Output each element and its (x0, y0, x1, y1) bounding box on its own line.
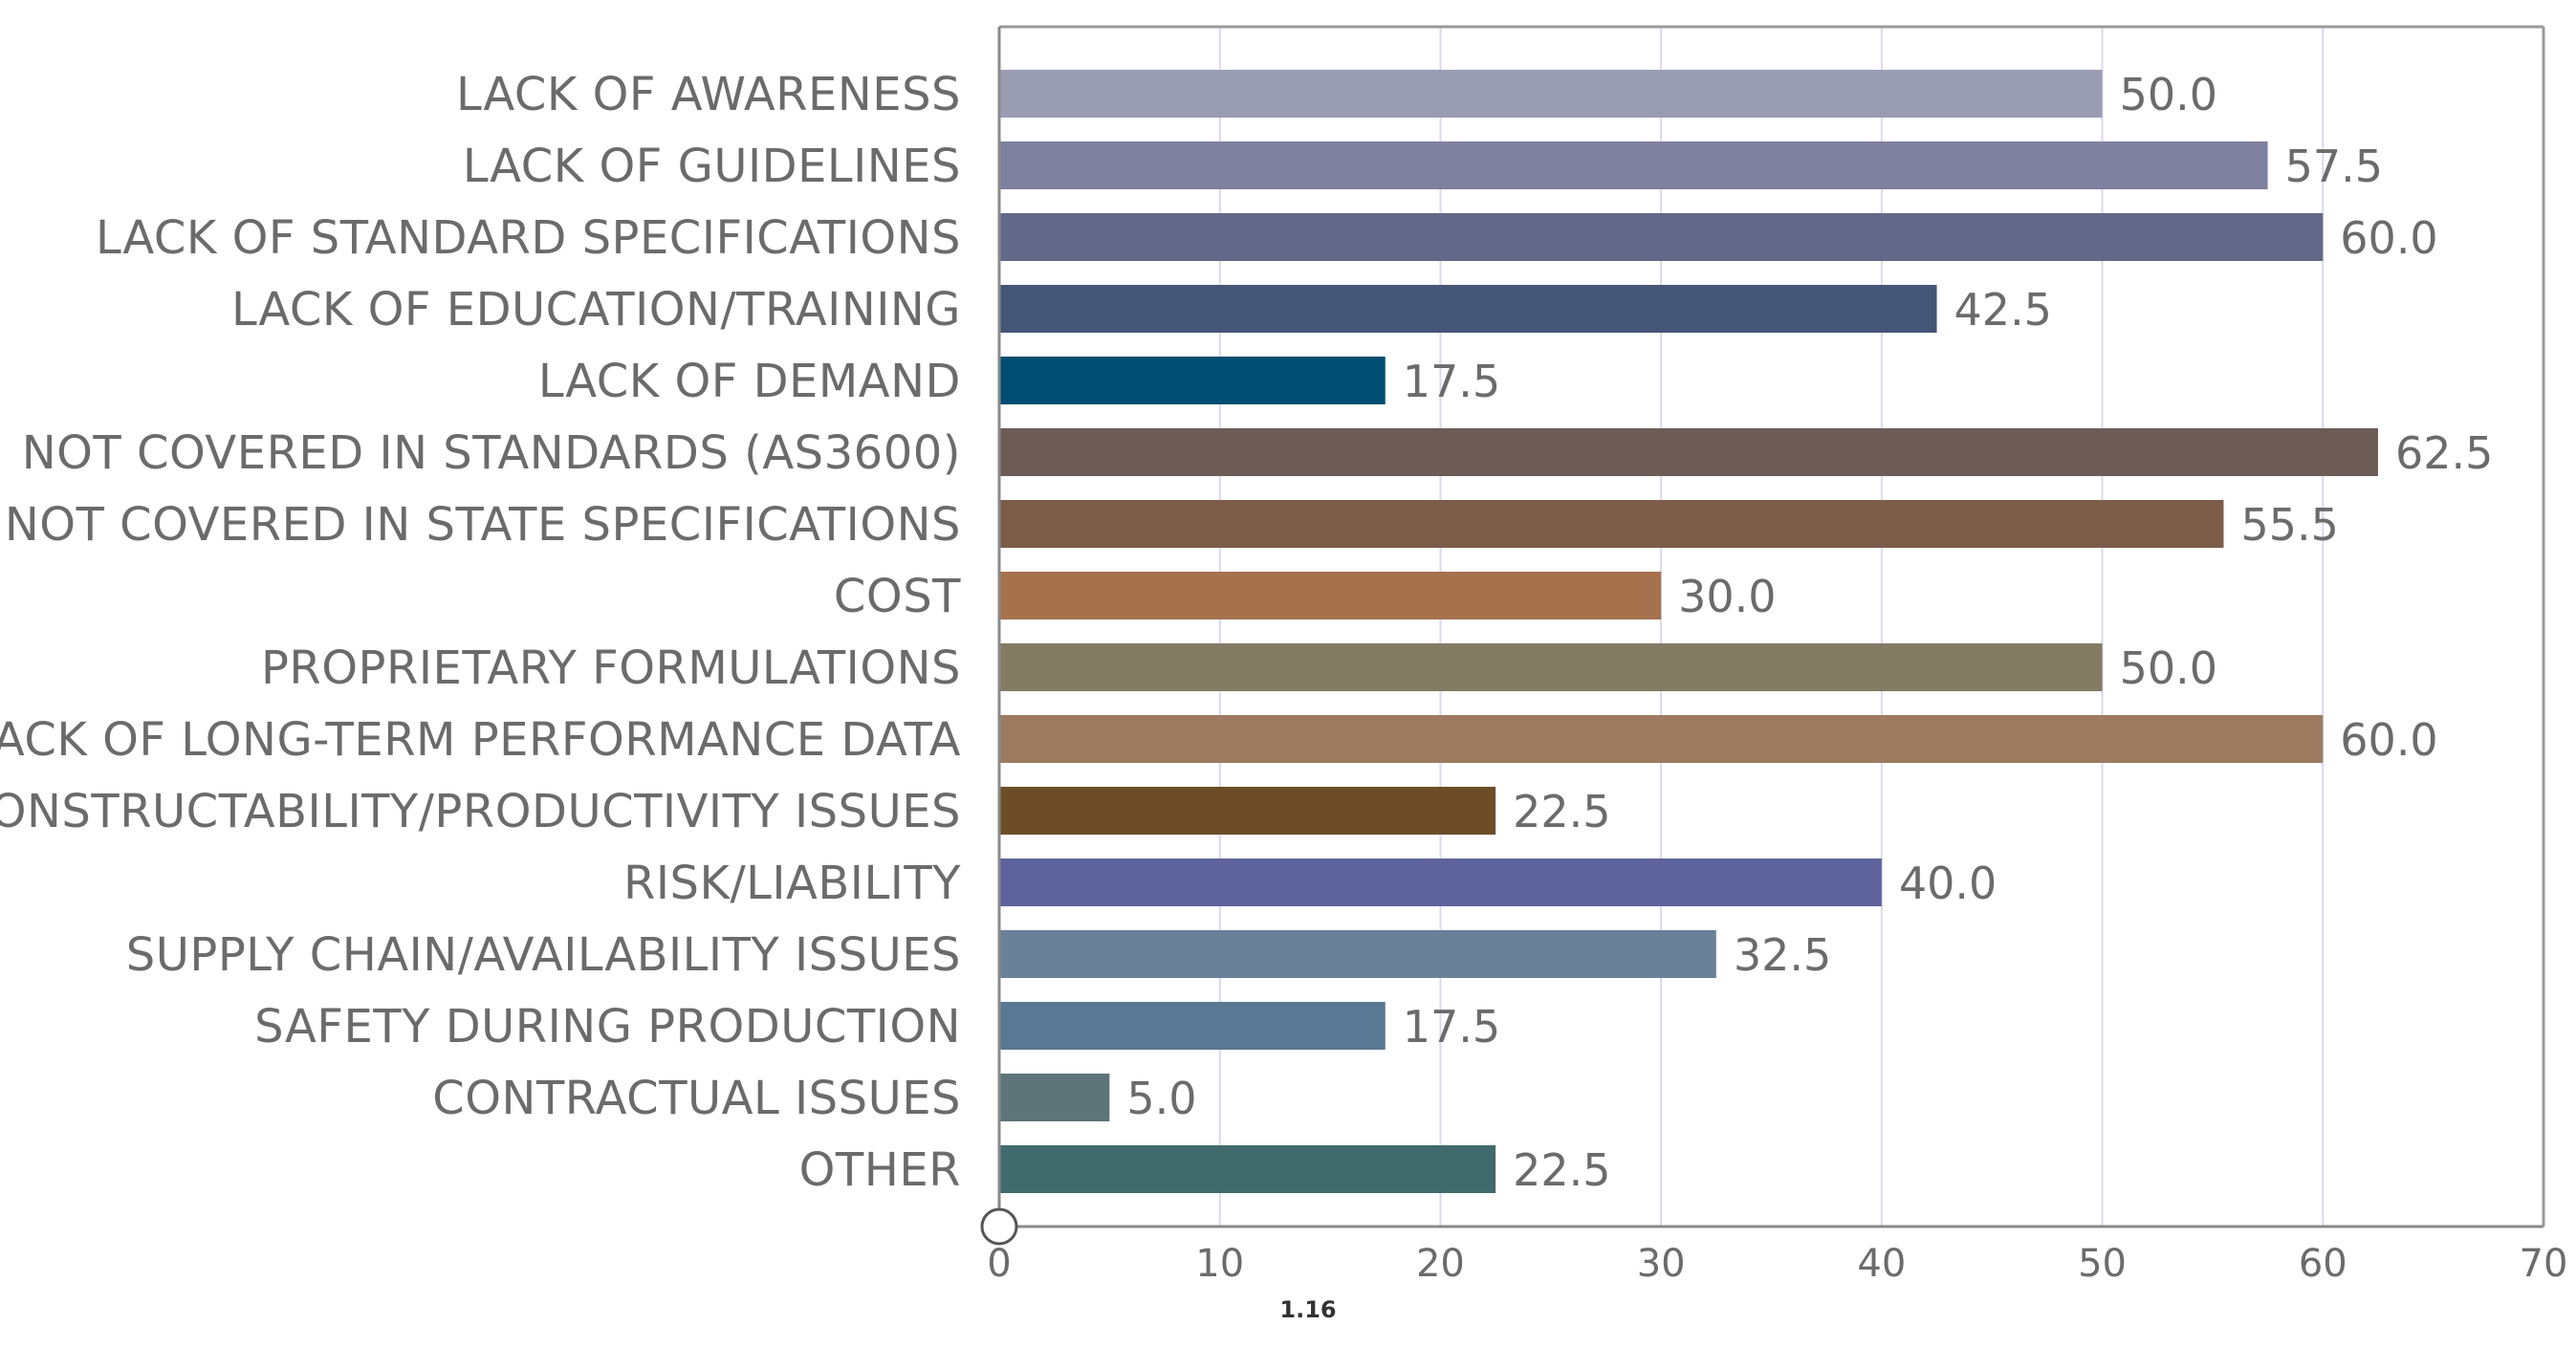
category-label: NOT COVERED IN STANDARDS (AS3600) (22, 426, 961, 480)
category-label: LACK OF AWARENESS (456, 68, 961, 121)
x-tick-label: 50 (2078, 1242, 2127, 1286)
value-label: 62.5 (2395, 427, 2493, 479)
bar (1000, 285, 1937, 333)
bar (1000, 141, 2268, 189)
bar (1000, 213, 2324, 261)
category-label: LACK OF STANDARD SPECIFICATIONS (96, 211, 961, 265)
value-label: 5.0 (1126, 1073, 1196, 1124)
category-label: COST (834, 570, 961, 623)
x-tick-label: 0 (987, 1242, 1011, 1286)
bars (1000, 70, 2378, 1193)
bar (1000, 643, 2103, 691)
value-label: 40.0 (1899, 858, 1997, 909)
category-label: SUPPLY CHAIN/AVAILABILITY ISSUES (126, 928, 961, 982)
value-label: 22.5 (1513, 1144, 1610, 1196)
bar (1000, 1145, 1496, 1193)
footnote-label: 1.16 (1279, 1296, 1336, 1323)
value-label: 50.0 (2120, 642, 2217, 694)
value-label: 32.5 (1734, 929, 1831, 981)
category-label: PROPRIETARY FORMULATIONS (261, 641, 961, 695)
bar (1000, 715, 2324, 763)
bar (1000, 357, 1386, 404)
origin-marker (980, 1207, 1018, 1246)
bar (1000, 500, 2224, 548)
x-tick-label: 30 (1637, 1242, 1686, 1286)
bar (1000, 1074, 1110, 1121)
bar (1000, 70, 2103, 118)
value-label: 57.5 (2285, 141, 2383, 192)
bar (1000, 787, 1496, 835)
category-label: LACK OF GUIDELINES (463, 140, 961, 193)
labels: 0 10 20 30 40 50 60 70 LACK OF AWARENESS 50.0 LACK… (0, 68, 2567, 1286)
category-label: CONSTRUCTABILITY/PRODUCTIVITY ISSUES (0, 785, 961, 838)
category-label: LACK OF LONG-TERM PERFORMANCE DATA (0, 713, 961, 767)
value-label: 50.0 (2120, 69, 2217, 120)
bar (1000, 1002, 1386, 1050)
bar (1000, 930, 1716, 978)
x-tick-label: 60 (2299, 1242, 2347, 1286)
x-tick-label: 20 (1416, 1242, 1465, 1286)
value-label: 22.5 (1513, 786, 1610, 837)
category-label: RISK/LIABILITY (623, 857, 961, 910)
value-label: 55.5 (2240, 499, 2338, 551)
value-label: 30.0 (1678, 571, 1776, 622)
value-label: 60.0 (2340, 714, 2437, 766)
category-label: LACK OF DEMAND (538, 355, 961, 408)
category-label: LACK OF EDUCATION/TRAINING (231, 283, 961, 337)
bar (1000, 428, 2378, 476)
category-label: NOT COVERED IN STATE SPECIFICATIONS (5, 498, 961, 552)
bar (1000, 572, 1662, 619)
x-tick-label: 40 (1857, 1242, 1906, 1286)
category-label: SAFETY DURING PRODUCTION (254, 1000, 961, 1054)
bar (1000, 858, 1882, 906)
x-tick-label: 70 (2520, 1242, 2568, 1286)
x-tick-label: 10 (1195, 1242, 1244, 1286)
axes (980, 25, 2545, 1246)
category-label: CONTRACTUAL ISSUES (432, 1072, 961, 1125)
value-label: 17.5 (1403, 356, 1500, 407)
value-label: 17.5 (1403, 1001, 1500, 1053)
value-label: 42.5 (1954, 284, 2052, 336)
value-label: 60.0 (2340, 212, 2437, 264)
category-label: OTHER (799, 1143, 961, 1197)
